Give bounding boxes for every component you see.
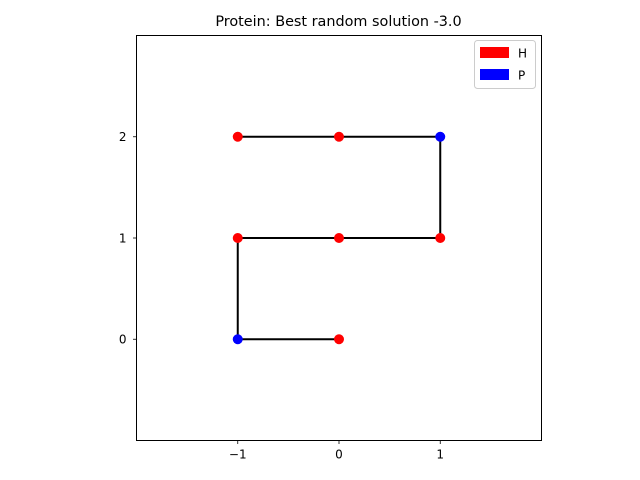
residue-3-h [334,233,344,243]
legend-label-p: P [518,69,525,83]
legend-label-h: H [518,47,527,61]
x-tick-label-1: 0 [335,448,343,462]
residue-1-p [232,334,243,345]
chain-bonds [236,135,442,341]
legend-swatch-p [480,69,509,80]
legend: H P [474,40,536,89]
y-tick-label-1: 1 [119,231,127,245]
y-axis: 0 1 2 [119,130,137,347]
x-tick-label-2: 1 [436,448,444,462]
x-axis: −1 0 1 [229,440,444,462]
residue-4-h [435,233,446,243]
y-tick-label-2: 2 [119,130,127,144]
residue-7-h [232,131,243,142]
residues [232,131,446,345]
chart-title: Protein: Best random solution -3.0 [215,14,461,30]
legend-swatch-h [480,47,509,58]
residue-5-p [435,131,446,142]
residue-2-h [232,233,243,243]
residue-0-h [334,334,344,345]
x-tick-label-0: −1 [229,448,247,462]
y-tick-label-0: 0 [119,333,127,347]
residue-6-h [334,131,344,142]
